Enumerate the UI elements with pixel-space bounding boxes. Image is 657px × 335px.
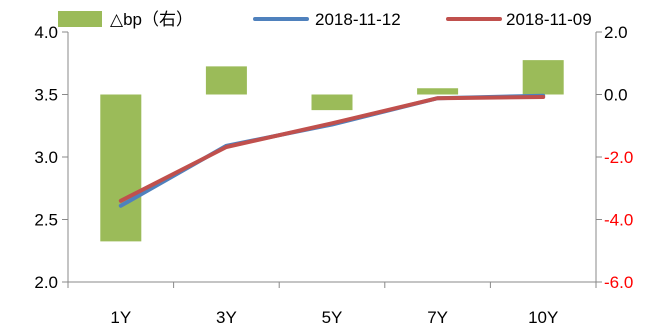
bar-5y — [311, 94, 353, 111]
legend-item-2: 2018-11-12 — [253, 10, 401, 29]
left-tick-label: 3.5 — [34, 86, 58, 105]
line-series-2 — [118, 95, 546, 203]
right-tick-label: -6.0 — [604, 273, 633, 292]
bars-layer — [100, 60, 564, 242]
axes-layer — [62, 31, 602, 288]
left-tick-label: 4.0 — [34, 23, 58, 42]
line-series-1 — [118, 93, 546, 208]
tick-labels-layer: 2.0 2.5 3.0 3.5 4.0 -6.0 -4.0 -2.0 0.0 2.0 1Y 3Y 5Y 7… — [34, 23, 633, 327]
bar-1y — [100, 94, 142, 242]
x-tick-label: 10Y — [528, 308, 558, 327]
bar-3y — [205, 66, 247, 95]
left-tick-label: 3.0 — [34, 148, 58, 167]
legend-item-1: △bp（右） — [58, 10, 193, 29]
right-tick-label: 2.0 — [604, 23, 628, 42]
left-tick-label: 2.5 — [34, 211, 58, 230]
bar-10y — [522, 60, 564, 95]
legend-label: 2018-11-12 — [315, 10, 401, 29]
right-tick-label: 0.0 — [604, 86, 628, 105]
legend-label: 2018-11-09 — [506, 10, 592, 29]
legend-item-3: 2018-11-09 — [446, 10, 592, 29]
legend-label: △bp（右） — [110, 10, 193, 29]
left-tick-label: 2.0 — [34, 273, 58, 292]
x-tick-label: 3Y — [216, 308, 237, 327]
x-tick-label: 7Y — [427, 308, 448, 327]
legend: △bp（右） 2018-11-12 2018-11-09 — [58, 10, 592, 29]
bar-7y — [417, 88, 459, 95]
right-tick-label: -4.0 — [604, 211, 633, 230]
lines-layer — [118, 93, 546, 208]
legend-swatch — [58, 11, 102, 27]
right-tick-label: -2.0 — [604, 148, 633, 167]
x-tick-label: 5Y — [322, 308, 343, 327]
x-tick-label: 1Y — [110, 308, 131, 327]
